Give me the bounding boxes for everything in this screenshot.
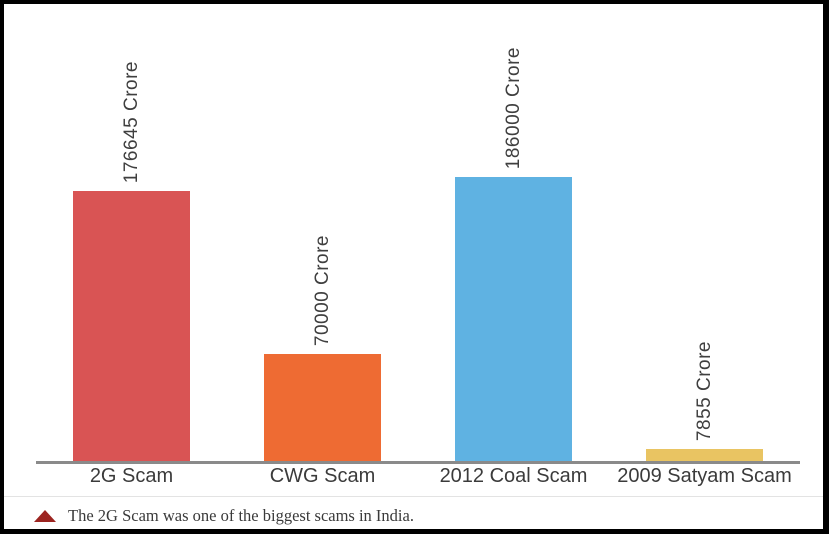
bar-chart: 176645 Crore 70000 Crore 186000 Crore 7855 … bbox=[36, 4, 800, 461]
bar-group: 176645 Crore bbox=[36, 4, 227, 461]
bar[interactable] bbox=[646, 449, 763, 461]
bar-value-label: 7855 Crore bbox=[693, 340, 715, 441]
x-axis-label: CWG Scam bbox=[269, 465, 376, 487]
caption: The 2G Scam was one of the biggest scams… bbox=[34, 506, 414, 526]
bar-value-label: 70000 Crore bbox=[311, 234, 333, 346]
bar-group: 7855 Crore bbox=[609, 4, 800, 461]
bar-value-label: 186000 Crore bbox=[502, 46, 524, 169]
triangle-up-icon bbox=[34, 510, 56, 522]
bar[interactable] bbox=[455, 177, 572, 461]
x-axis-label: 2G Scam bbox=[89, 465, 174, 487]
caption-text: The 2G Scam was one of the biggest scams… bbox=[68, 506, 414, 525]
caption-divider bbox=[4, 496, 823, 497]
x-axis-labels: 2G Scam CWG Scam 2012 Coal Scam 2009 Satyam… bbox=[36, 465, 800, 488]
x-axis-label: 2009 Satyam Scam bbox=[617, 465, 792, 487]
bar-group: 186000 Crore bbox=[418, 4, 609, 461]
bar-group: 70000 Crore bbox=[227, 4, 418, 461]
bar-value-label: 176645 Crore bbox=[120, 60, 142, 183]
x-axis-label: 2012 Coal Scam bbox=[439, 465, 588, 487]
bar[interactable] bbox=[73, 191, 190, 461]
x-axis-line bbox=[36, 461, 800, 464]
bar[interactable] bbox=[264, 354, 381, 461]
